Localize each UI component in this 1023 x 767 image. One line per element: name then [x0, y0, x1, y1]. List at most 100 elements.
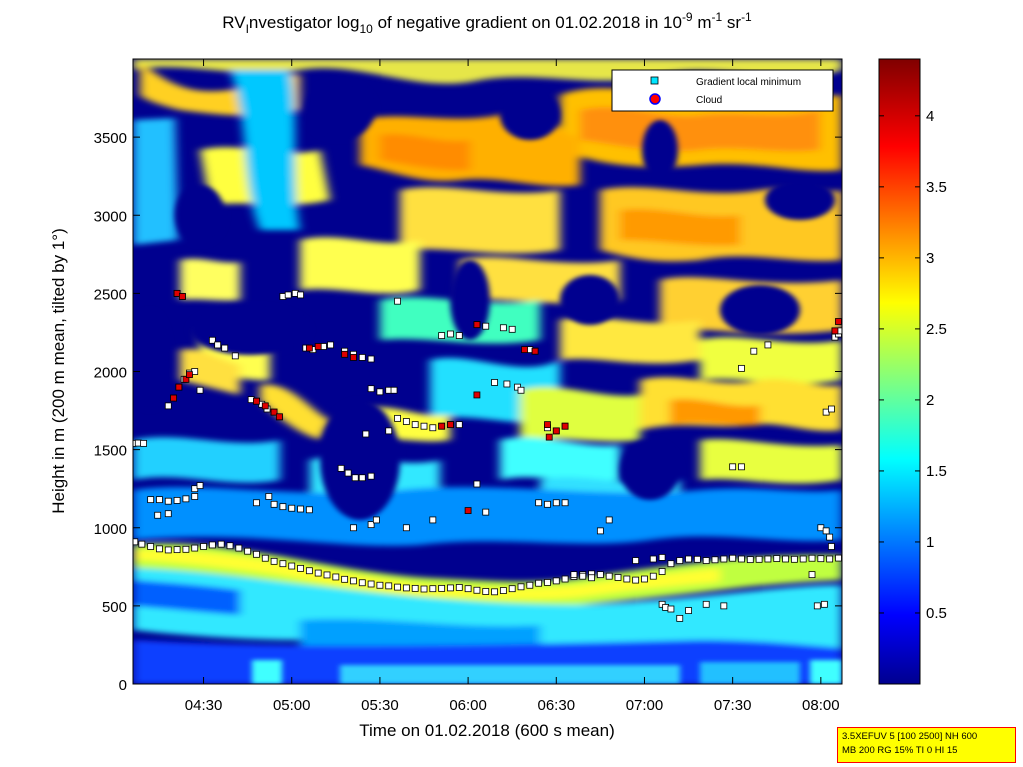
gradient-minimum-marker [372, 516, 380, 524]
gradient-minimum-marker [693, 555, 701, 563]
gradient-minimum-marker [182, 495, 190, 503]
gradient-minimum-marker [499, 587, 507, 594]
gradient-minimum-marker [362, 430, 370, 438]
y-tick-label: 1000 [94, 521, 127, 538]
cloud-marker [253, 397, 260, 405]
gradient-minimum-marker [623, 575, 631, 583]
cloud-marker [270, 408, 278, 416]
gradient-minimum-marker [231, 352, 239, 360]
x-tick-label: 06:30 [538, 697, 576, 714]
gradient-minimum-marker [253, 499, 260, 507]
gradient-minimum-marker [828, 405, 835, 413]
gradient-minimum-marker [570, 571, 578, 579]
gradient-minimum-marker [394, 297, 401, 305]
y-axis-label: Height in m (200 m mean, tilted by 1°) [49, 228, 68, 514]
gradient-minimum-marker [244, 547, 252, 555]
gradient-minimum-marker [411, 584, 419, 592]
gradient-minimum-marker [482, 322, 490, 330]
gradient-minimum-marker [473, 586, 481, 594]
gradient-minimum-marker [350, 524, 357, 532]
gradient-minimum-marker [447, 330, 454, 338]
colorbar-frame [878, 58, 921, 685]
gradient-minimum-marker [579, 572, 587, 580]
x-tick-label: 06:00 [449, 697, 487, 714]
gradient-minimum-marker [173, 497, 181, 504]
gradient-minimum-marker [729, 463, 737, 471]
colorbar-tick-label: 2.5 [926, 321, 947, 338]
gradient-minimum-marker [154, 511, 162, 519]
gradient-minimum-marker [596, 527, 604, 535]
gradient-minimum-marker [279, 503, 287, 511]
cloud-marker [182, 375, 190, 383]
colorbar-tick-label: 1.5 [926, 463, 947, 480]
gradient-minimum-marker [482, 588, 490, 595]
y-tick-label: 3500 [94, 130, 127, 147]
gradient-minimum-marker [667, 560, 675, 568]
gradient-minimum-marker [314, 569, 322, 577]
colorbar-tick-label: 0.5 [926, 605, 947, 622]
gradient-minimum-marker [390, 386, 398, 394]
gradient-minimum-marker [773, 555, 781, 562]
gradient-minimum-marker [685, 555, 692, 563]
gradient-minimum-marker [632, 557, 640, 564]
gradient-minimum-marker [658, 554, 666, 561]
gradient-minimum-marker [552, 577, 560, 585]
gradient-minimum-marker [358, 354, 366, 361]
gradient-minimum-marker [720, 555, 728, 563]
colorbar-tick-label: 3 [926, 250, 934, 267]
colorbar [879, 59, 920, 684]
gradient-minimum-marker [738, 364, 745, 372]
gradient-minimum-marker [337, 464, 345, 472]
gradient-minimum-marker [385, 582, 393, 590]
gradient-minimum-marker [588, 574, 595, 582]
gradient-minimum-marker [140, 439, 147, 447]
gradient-minimum-marker [200, 543, 207, 550]
cloud-marker [552, 427, 560, 435]
gradient-minimum-marker [729, 554, 737, 562]
gradient-minimum-marker [358, 579, 366, 587]
gradient-minimum-marker [351, 474, 359, 482]
gradient-minimum-marker [702, 600, 710, 608]
legend-label-cloud: Cloud [696, 95, 722, 106]
x-axis-ticks: 04:30 05:00 05:30 06:00 06:30 07:00 07:30 08:00 [185, 59, 840, 714]
gradient-minimum-marker [173, 546, 181, 554]
cloud-marker [261, 402, 269, 410]
gradient-minimum-marker [420, 585, 428, 593]
cloud-marker [544, 421, 551, 429]
gradient-minimum-marker [764, 341, 772, 349]
cloud-marker [464, 507, 472, 514]
gradient-minimum-marker [820, 600, 828, 608]
gradient-minimum-marker [503, 380, 511, 388]
y-tick-label: 0 [119, 677, 127, 694]
gradient-minimum-marker [808, 571, 816, 579]
gradient-minimum-marker [261, 554, 269, 562]
gradient-minimum-marker [270, 557, 278, 565]
y-tick-label: 2500 [94, 286, 127, 303]
gradient-minimum-marker [676, 614, 684, 622]
gradient-minimum-marker [508, 325, 516, 333]
gradient-minimum-marker [358, 474, 366, 482]
gradient-minimum-marker [667, 605, 675, 613]
x-axis-label: Time on 01.02.2018 (600 s mean) [359, 721, 614, 740]
gradient-minimum-marker [147, 496, 155, 504]
gradient-minimum-marker [561, 575, 569, 583]
x-tick-label: 05:00 [273, 697, 311, 714]
gradient-minimum-marker [156, 496, 163, 504]
gradient-minimum-marker [491, 588, 498, 596]
cloud-marker [438, 422, 446, 430]
parameter-box: 3.5XEFUV 5 [100 2500] NH 600 MB 200 RG 1… [837, 727, 1016, 763]
gradient-minimum-marker [394, 414, 401, 422]
legend-marker-square-icon [650, 76, 659, 85]
gradient-minimum-marker [605, 572, 613, 580]
gradient-minimum-marker [420, 422, 428, 430]
gradient-minimum-marker [822, 527, 830, 535]
gradient-minimum-marker [208, 541, 216, 549]
gradient-minimum-marker [376, 388, 384, 396]
gradient-minimum-marker [265, 493, 273, 500]
gradient-minimum-marker [632, 576, 640, 584]
gradient-minimum-marker [385, 427, 393, 435]
gradient-minimum-marker [221, 344, 229, 352]
cloud-marker [835, 318, 842, 325]
gradient-minimum-marker [367, 472, 375, 480]
gradient-minimum-marker [526, 581, 534, 589]
